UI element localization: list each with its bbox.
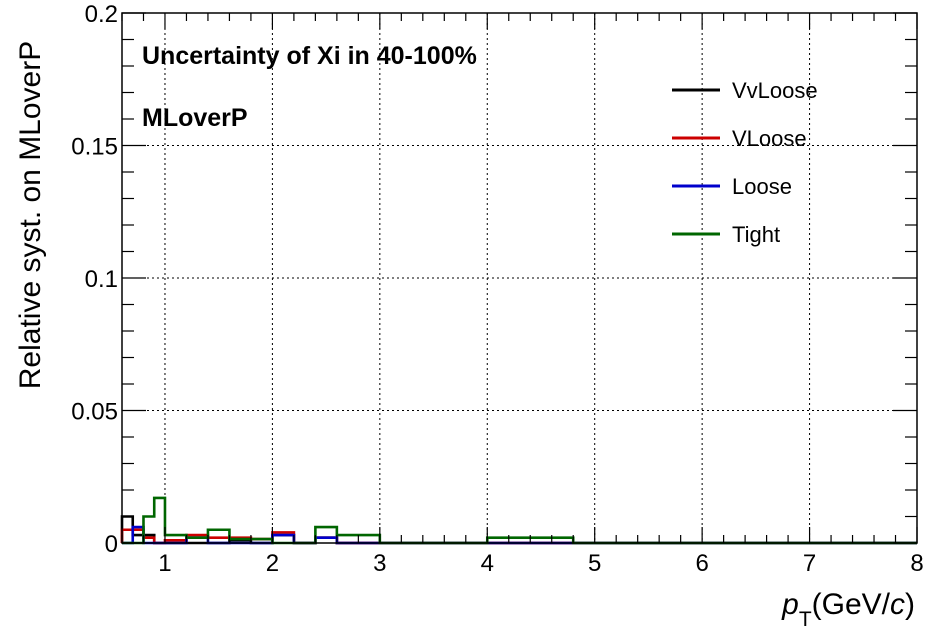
- x-axis-title-unit: (GeV/: [812, 588, 891, 621]
- x-tick-label: 2: [266, 550, 279, 577]
- x-tick-label: 4: [481, 550, 494, 577]
- x-axis-title-unit-var: c: [890, 588, 905, 621]
- grid-lines: [122, 13, 917, 543]
- series-tight-line: [122, 496, 917, 545]
- y-axis-title: Relative syst. on MLoverP: [14, 41, 47, 389]
- x-tick-label: 5: [588, 550, 601, 577]
- x-tick-label: 7: [803, 550, 816, 577]
- x-axis-title: pT(GeV/c): [781, 588, 915, 631]
- legend: VvLoose VLoose Loose Tight: [672, 78, 818, 247]
- x-axis-title-unit-end: ): [905, 588, 915, 621]
- x-tick-label: 1: [158, 550, 171, 577]
- y-tick-label: 0: [105, 531, 118, 558]
- legend-label-vloose: VLoose: [732, 126, 807, 151]
- annotation-variable: MLoverP: [142, 104, 248, 132]
- y-tick-label: 0.1: [85, 266, 118, 293]
- x-tick-label: 6: [695, 550, 708, 577]
- annotation-title: Uncertainty of Xi in 40-100%: [142, 42, 477, 70]
- x-tick-label: 3: [373, 550, 386, 577]
- x-axis-title-p: p: [781, 588, 799, 621]
- legend-label-loose: Loose: [732, 174, 792, 199]
- axis-ticks: [121, 12, 918, 544]
- x-axis-title-sub: T: [799, 608, 812, 631]
- y-tick-label: 0.2: [85, 1, 118, 28]
- legend-label-tight: Tight: [732, 222, 780, 247]
- y-tick-label: 0.05: [71, 399, 118, 426]
- tick-labels: 1 2 3 4 5 6 7 8 0 0.05 0.1 0.15 0.2: [71, 1, 923, 577]
- legend-label-vvloose: VvLoose: [732, 78, 818, 103]
- y-tick-label: 0.15: [71, 134, 118, 161]
- x-tick-label: 8: [910, 550, 923, 577]
